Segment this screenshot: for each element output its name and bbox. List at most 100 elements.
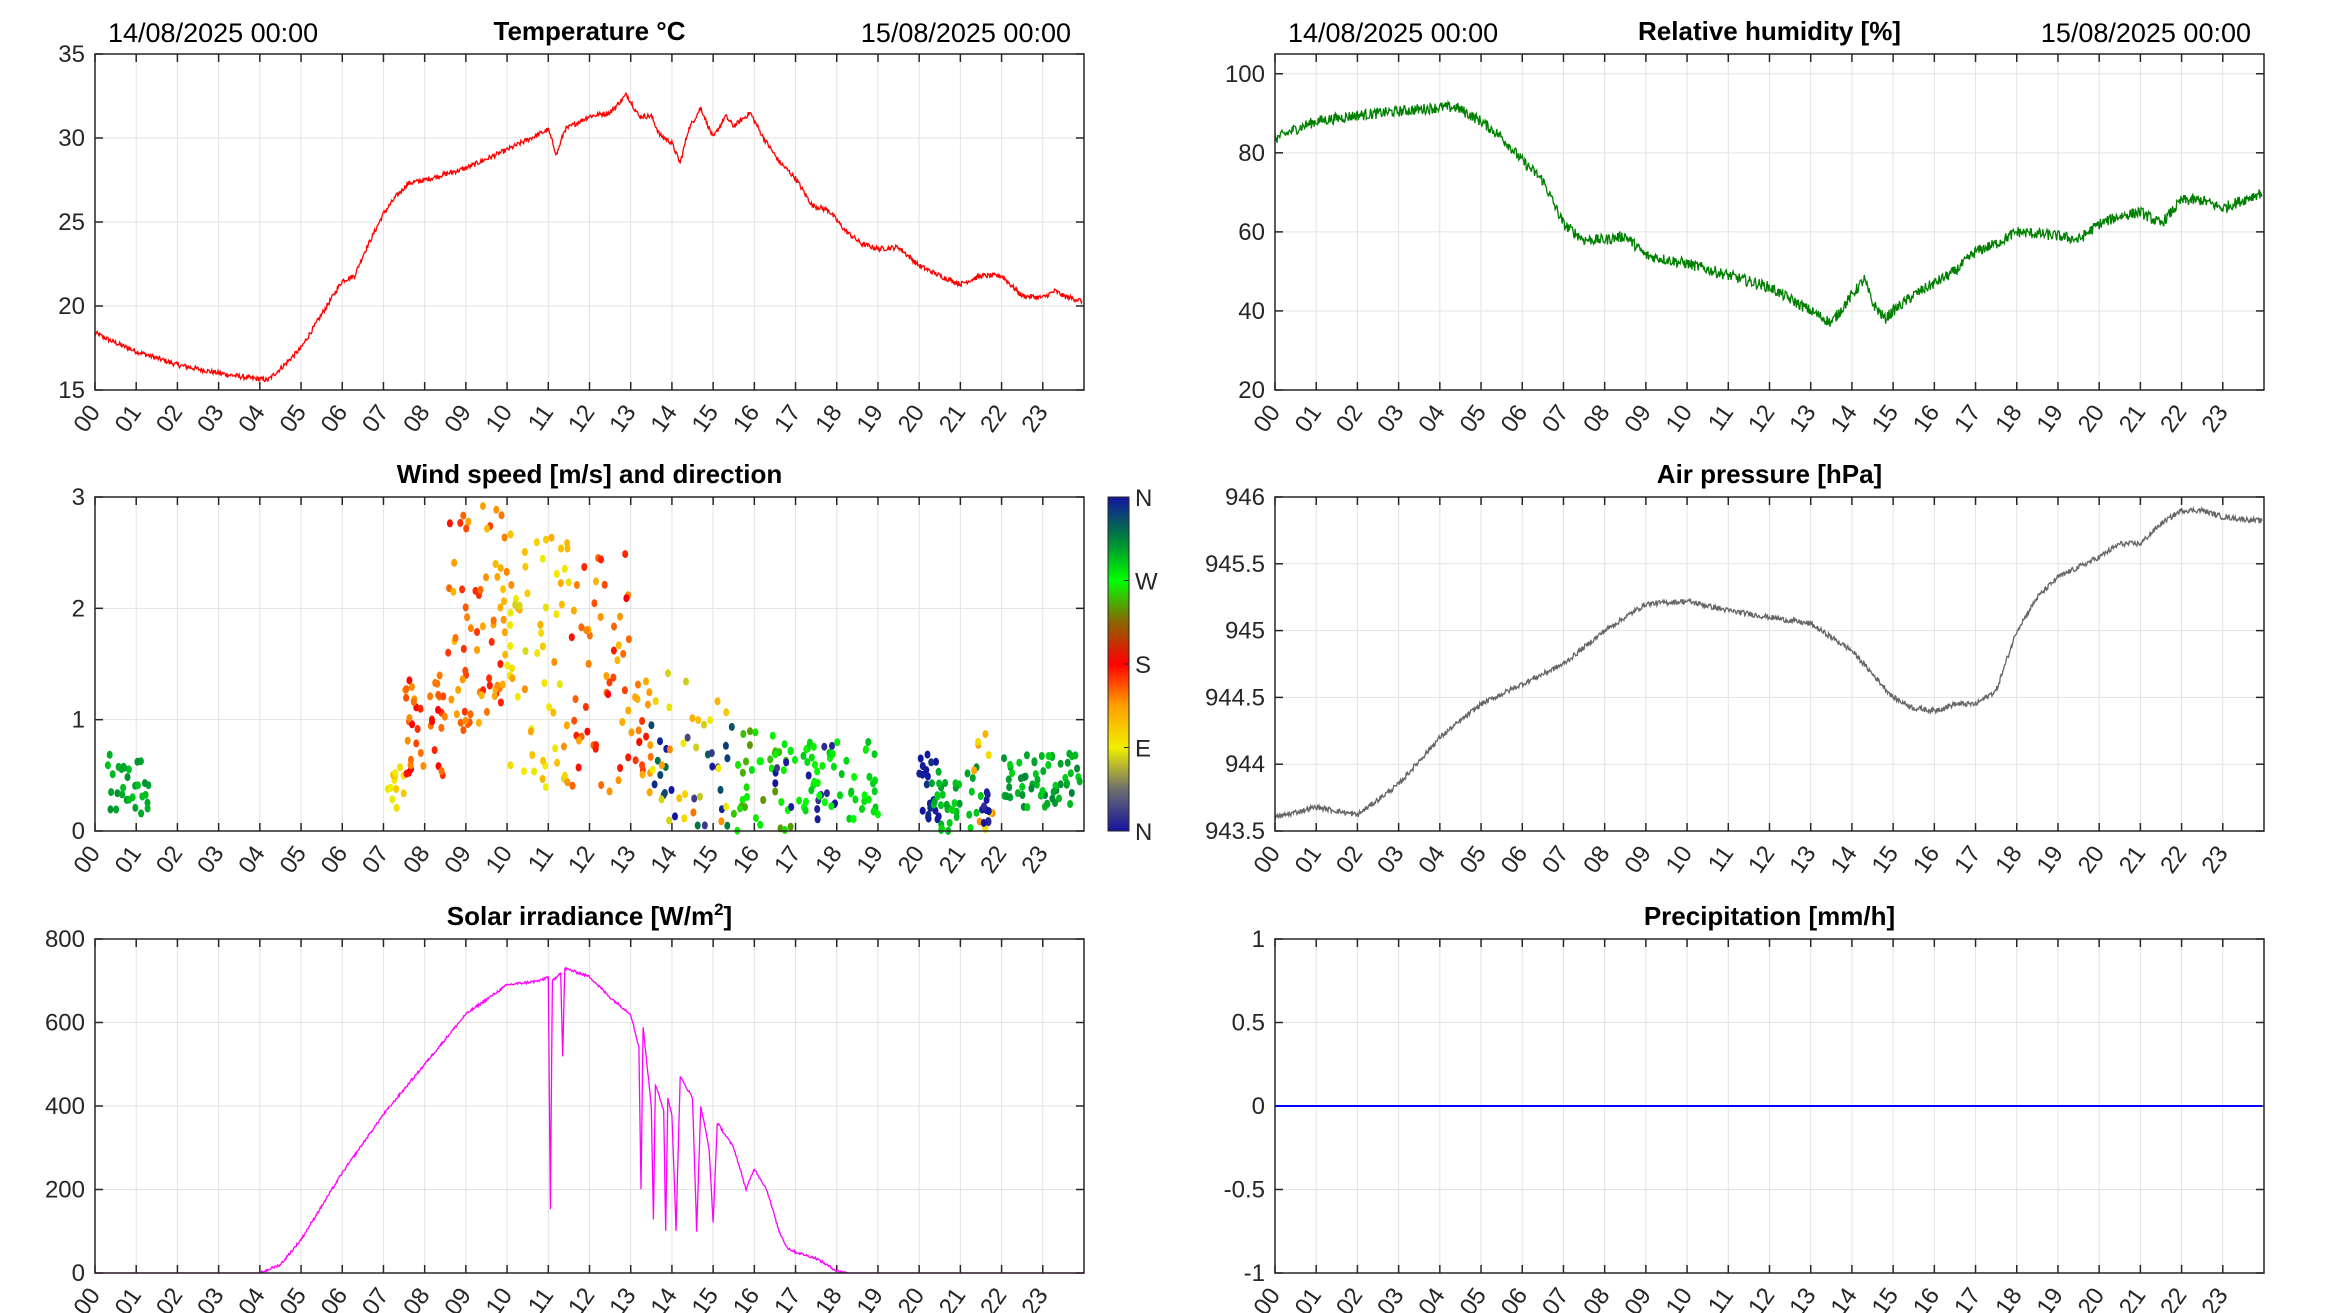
y-tick-label: 80 — [1238, 140, 1265, 167]
wind-point — [451, 558, 458, 567]
chart-title: Solar irradiance [W/m2] — [447, 900, 732, 931]
wind-point — [780, 766, 787, 775]
wind-point — [606, 787, 613, 796]
wind-point — [107, 805, 114, 814]
wind-point — [871, 787, 878, 796]
y-tick-label: 100 — [1225, 61, 1265, 88]
wind-point — [639, 717, 646, 725]
wind-point — [781, 826, 788, 834]
x-tick-label: 11 — [523, 400, 559, 436]
wind-point — [859, 805, 865, 813]
wind-point — [610, 646, 617, 655]
wind-point — [628, 728, 635, 737]
wind-point — [1038, 790, 1045, 799]
wind-point — [531, 767, 538, 776]
wind-point — [718, 817, 725, 826]
wind-point — [1006, 783, 1013, 792]
x-tick-label: 06 — [316, 841, 353, 878]
wind-point — [1007, 760, 1014, 769]
x-tick-label: 14 — [645, 1283, 682, 1313]
wind-point — [969, 774, 976, 783]
x-tick-label: 13 — [1784, 1283, 1821, 1313]
wind-point — [558, 544, 564, 553]
wind-point — [591, 599, 598, 608]
x-tick-label: 07 — [1537, 1283, 1574, 1313]
wind-point — [446, 519, 453, 528]
x-tick-label: 07 — [357, 1283, 394, 1313]
wind-point — [622, 550, 629, 559]
wind-point — [134, 781, 141, 790]
chart-title: Temperature °C — [494, 16, 686, 46]
x-tick-label: 13 — [604, 841, 641, 878]
wind-point — [534, 649, 541, 658]
wind-point — [438, 723, 445, 732]
wind-point — [658, 761, 665, 770]
wind-point — [648, 721, 655, 730]
x-tick-label: 04 — [233, 841, 270, 878]
x-tick-label: 17 — [1949, 841, 1986, 878]
grid — [94, 938, 1084, 1274]
wind-point — [756, 757, 763, 766]
x-tick-label: 09 — [439, 400, 476, 437]
x-tick-label: 16 — [1908, 1283, 1945, 1313]
wind-point — [483, 573, 489, 582]
y-tick-label: 400 — [45, 1093, 85, 1120]
wind-point — [617, 764, 624, 772]
wind-point — [605, 690, 612, 699]
wind-point — [445, 648, 452, 657]
x-tick-label: 23 — [1016, 1283, 1053, 1313]
x-tick-label: 01 — [1290, 1283, 1327, 1313]
x-tick-label: 08 — [398, 1283, 435, 1313]
x-tick-label: 21 — [934, 1283, 971, 1313]
wind-point — [452, 634, 459, 642]
y-tick-label: -1 — [1244, 1260, 1265, 1287]
wind-point — [787, 747, 794, 755]
x-tick-label: 06 — [1496, 1283, 1533, 1313]
wind-point — [1057, 780, 1064, 789]
x-tick-label: 15 — [1867, 841, 1904, 878]
wind-point — [113, 805, 120, 814]
wind-point — [625, 753, 632, 762]
y-tick-label: 944.5 — [1205, 684, 1265, 711]
wind-point — [571, 716, 578, 725]
wind-point — [578, 623, 585, 632]
colorbar-label: N — [1135, 485, 1152, 512]
wind-point — [682, 790, 689, 799]
wind-point — [455, 685, 462, 694]
x-tick-label: 19 — [2031, 1283, 2068, 1313]
wind-point — [480, 502, 486, 511]
wind-point — [460, 726, 467, 735]
wind-point — [507, 621, 514, 630]
wind-point — [715, 764, 722, 773]
wind-point — [408, 682, 415, 691]
wind-point — [1024, 803, 1031, 812]
wind-point — [919, 806, 926, 815]
wind-point — [643, 677, 649, 686]
x-tick-label: 17 — [769, 400, 806, 437]
x-tick-label: 01 — [110, 400, 147, 437]
x-tick-label: 03 — [192, 400, 229, 437]
x-tick-label: 21 — [2114, 841, 2151, 878]
wind-point — [647, 741, 654, 750]
wind-point — [565, 578, 572, 587]
wind-point — [814, 815, 821, 824]
x-tick-label: 10 — [481, 1283, 518, 1313]
wind-point — [503, 567, 510, 576]
wind-point — [939, 790, 946, 799]
wind-point — [743, 757, 749, 766]
wind-point — [923, 780, 930, 789]
grid — [94, 53, 1084, 391]
wind-point — [1067, 800, 1074, 808]
wind-point — [479, 622, 486, 631]
y-tick-label: 800 — [45, 926, 85, 953]
wind-point — [1076, 777, 1083, 786]
x-tick-label: 02 — [151, 1283, 188, 1313]
wind-point — [498, 511, 505, 520]
wind-point — [787, 822, 794, 831]
wind-point — [966, 810, 973, 819]
wind-point — [781, 740, 788, 749]
axes-box — [1274, 938, 2265, 1274]
x-tick-label: 02 — [1331, 1283, 1368, 1313]
wind-point — [772, 750, 779, 759]
wind-point — [572, 695, 579, 704]
